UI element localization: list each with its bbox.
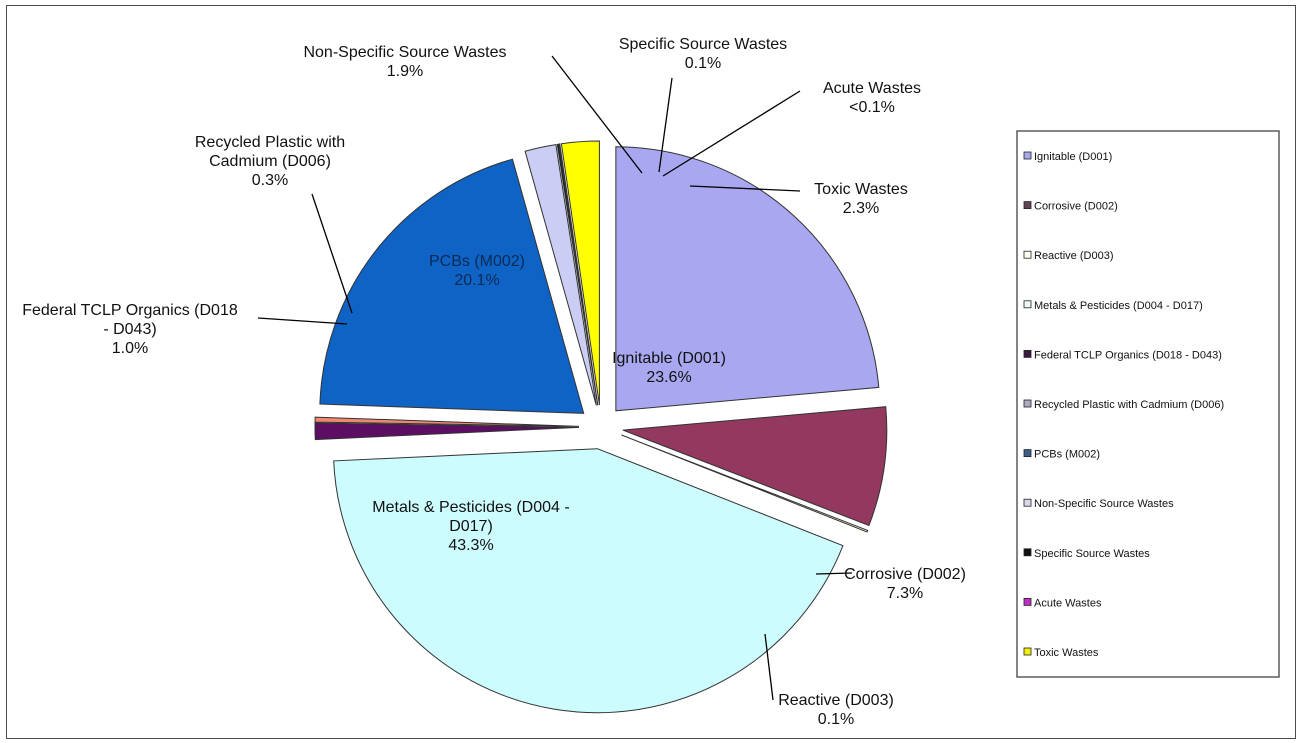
leader-line-corrosive [815,572,853,575]
legend-swatch [1023,647,1032,656]
data-label-line: Non-Specific Source Wastes [303,44,506,61]
pie-slice-reactive [621,434,869,533]
data-label-toxic: Toxic Wastes 2.3% [814,181,908,217]
data-label-line: Reactive (D003) [778,692,894,709]
legend-swatch [1023,250,1032,259]
pie-slice-tclp [314,422,580,441]
data-label-line: 7.3% [887,585,923,602]
data-label-line: D017) [449,518,493,535]
leader-line-nonspecific [551,55,643,174]
data-label-pcbs: PCBs (M002) 20.1% [429,253,525,289]
chart-frame: Ignitable (D001) 23.6% Corrosive (D002) 7.3… [6,5,1296,739]
pie-slice-nonspecific [524,144,597,406]
legend-label: Metals & Pesticides (D004 - D017) [1034,300,1203,312]
data-label-line: Corrosive (D002) [844,566,966,583]
data-label-line: PCBs (M002) [429,253,525,270]
legend-swatch [1023,201,1032,210]
data-label-corrosive: Corrosive (D002) 7.3% [844,566,966,602]
legend-label: Toxic Wastes [1034,647,1099,659]
legend-label: Ignitable (D001) [1034,151,1112,163]
legend-swatch [1023,498,1032,507]
data-label-line: 2.3% [843,200,879,217]
data-label-line: 0.3% [252,172,288,189]
data-label-acute: Acute Wastes <0.1% [823,80,921,116]
pie-slice-corrosive [622,406,888,527]
data-label-line: <0.1% [849,99,895,116]
leader-line-acute [662,90,801,177]
data-label-line: 0.1% [818,711,854,728]
legend-swatch [1023,151,1032,160]
legend-entry-reactive: Reactive (D003) [1023,250,1113,262]
legend-label: PCBs (M002) [1034,449,1100,461]
leader-line-specific [658,77,673,173]
legend-entry-pcbs: PCBs (M002) [1023,449,1100,461]
legend-entry-toxic: Toxic Wastes [1023,647,1099,659]
legend-swatch [1023,349,1032,358]
data-label-line: Acute Wastes [823,80,921,97]
data-label-reactive: Reactive (D003) 0.1% [778,692,894,728]
data-label-line: Cadmium (D006) [209,153,331,170]
pie-slice-pcbs [319,158,585,414]
legend-label: Acute Wastes [1034,597,1102,609]
legend-label: Non-Specific Source Wastes [1034,498,1174,510]
pie-slice-metals [333,448,844,714]
pie-slice-cadmium [314,416,580,427]
data-label-ignitable: Ignitable (D001) 23.6% [612,350,726,386]
legend-box [1016,130,1280,678]
legend-entry-cadmium: Recycled Plastic with Cadmium (D006) [1023,399,1224,411]
data-label-line: Ignitable (D001) [612,350,726,367]
legend-label: Specific Source Wastes [1034,548,1150,560]
legend-entry-corrosive: Corrosive (D002) [1023,201,1118,213]
legend-swatch [1023,548,1032,557]
data-label-line: Metals & Pesticides (D004 - [372,499,569,516]
legend-entry-metals: Metals & Pesticides (D004 - D017) [1023,300,1203,312]
legend-entry-nonspecific: Non-Specific Source Wastes [1023,498,1174,510]
legend-entry-specific: Specific Source Wastes [1023,548,1150,560]
data-label-line: 43.3% [448,537,493,554]
pie-slice-ignitable [615,146,880,412]
legend-swatch [1023,300,1032,309]
data-label-metals: Metals & Pesticides (D004 - D017) 43.3% [372,499,569,554]
legend-swatch [1023,399,1032,408]
legend-entry-ignitable: Ignitable (D001) [1023,151,1112,163]
legend-label: Corrosive (D002) [1034,201,1118,213]
data-label-line: Toxic Wastes [814,181,908,198]
legend-label: Recycled Plastic with Cadmium (D006) [1034,399,1224,411]
legend-label: Reactive (D003) [1034,250,1113,262]
data-label-tclp: Federal TCLP Organics (D018 - D043) 1.0% [22,302,238,357]
data-label-nonspecific: Non-Specific Source Wastes 1.9% [303,44,506,80]
data-label-line: 1.9% [387,63,423,80]
leader-line-reactive [764,633,774,701]
pie-slice-toxic [560,140,600,406]
data-label-line: Recycled Plastic with [195,134,345,151]
data-label-line: 0.1% [685,55,721,72]
legend-label: Federal TCLP Organics (D018 - D043) [1034,349,1222,361]
data-label-line: Specific Source Wastes [619,36,787,53]
leader-line-cadmium [311,193,353,314]
data-label-line: Federal TCLP Organics (D018 [22,302,238,319]
data-label-line: 1.0% [112,340,148,357]
leader-line-tclp [257,317,348,325]
legend-entry-tclp: Federal TCLP Organics (D018 - D043) [1023,349,1222,361]
data-label-cadmium: Recycled Plastic with Cadmium (D006) 0.3% [195,134,345,189]
data-label-line: - D043) [103,321,156,338]
data-label-specific: Specific Source Wastes 0.1% [619,36,787,72]
legend-swatch [1023,598,1032,606]
data-label-line: 20.1% [454,272,499,289]
legend-swatch [1023,449,1032,458]
legend-entry-acute: Acute Wastes [1023,597,1102,609]
data-label-line: 23.6% [646,369,691,386]
pie-chart: Ignitable (D001) 23.6% Corrosive (D002) 7.3… [22,36,1280,728]
pie-slice-acute [558,143,599,406]
leader-line-toxic [689,185,801,192]
